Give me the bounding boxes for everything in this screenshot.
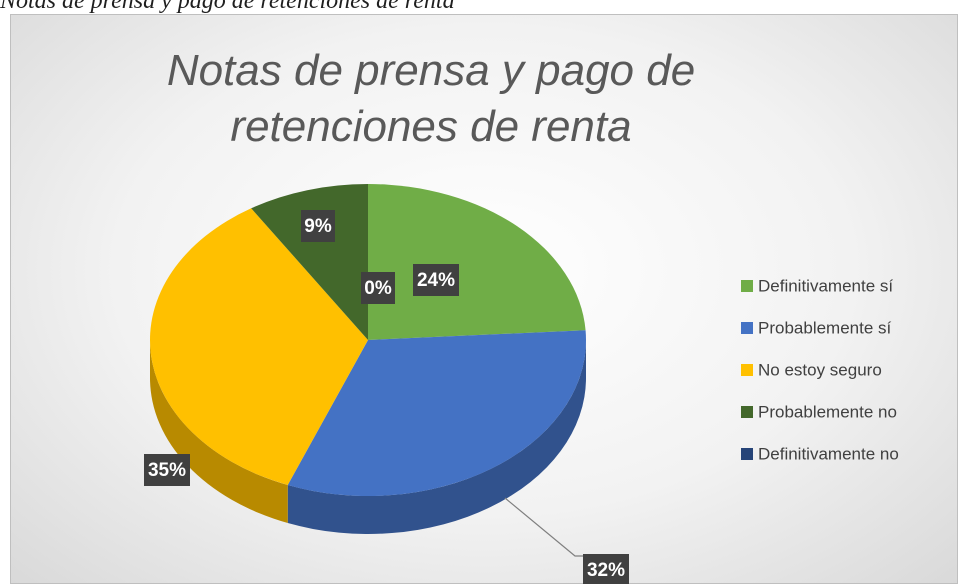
data-label-box bbox=[301, 210, 335, 242]
legend-label: Probablemente sí bbox=[758, 318, 892, 337]
slice bbox=[150, 208, 368, 486]
legend-swatch bbox=[741, 364, 753, 376]
slice-side bbox=[150, 340, 288, 524]
slice bbox=[368, 184, 586, 340]
legend-label: Probablemente no bbox=[758, 402, 897, 421]
data-label-box bbox=[144, 454, 190, 486]
data-label: 35% bbox=[148, 460, 186, 481]
data-label-box bbox=[413, 264, 459, 296]
legend-label: No estoy seguro bbox=[758, 360, 882, 379]
slice bbox=[251, 184, 368, 340]
leader-line bbox=[504, 497, 586, 557]
caption: Notas de prensa y pago de retenciones de… bbox=[0, 0, 455, 14]
data-label: 9% bbox=[304, 216, 332, 237]
legend-label: Definitivamente sí bbox=[758, 276, 893, 295]
data-label: 0% bbox=[364, 278, 392, 299]
data-label: 32% bbox=[587, 560, 625, 581]
slice bbox=[287, 330, 586, 496]
legend-swatch bbox=[741, 322, 753, 334]
chart-title: Notas de prensa y pago de retenciones de… bbox=[166, 46, 696, 151]
legend-label: Definitivamente no bbox=[758, 444, 899, 463]
data-label: 24% bbox=[417, 270, 455, 291]
slice-side bbox=[287, 340, 586, 534]
legend-swatch bbox=[741, 280, 753, 292]
data-label-box bbox=[583, 554, 629, 584]
legend-swatch bbox=[741, 406, 753, 418]
legend-swatch bbox=[741, 448, 753, 460]
data-label-box bbox=[361, 272, 395, 304]
